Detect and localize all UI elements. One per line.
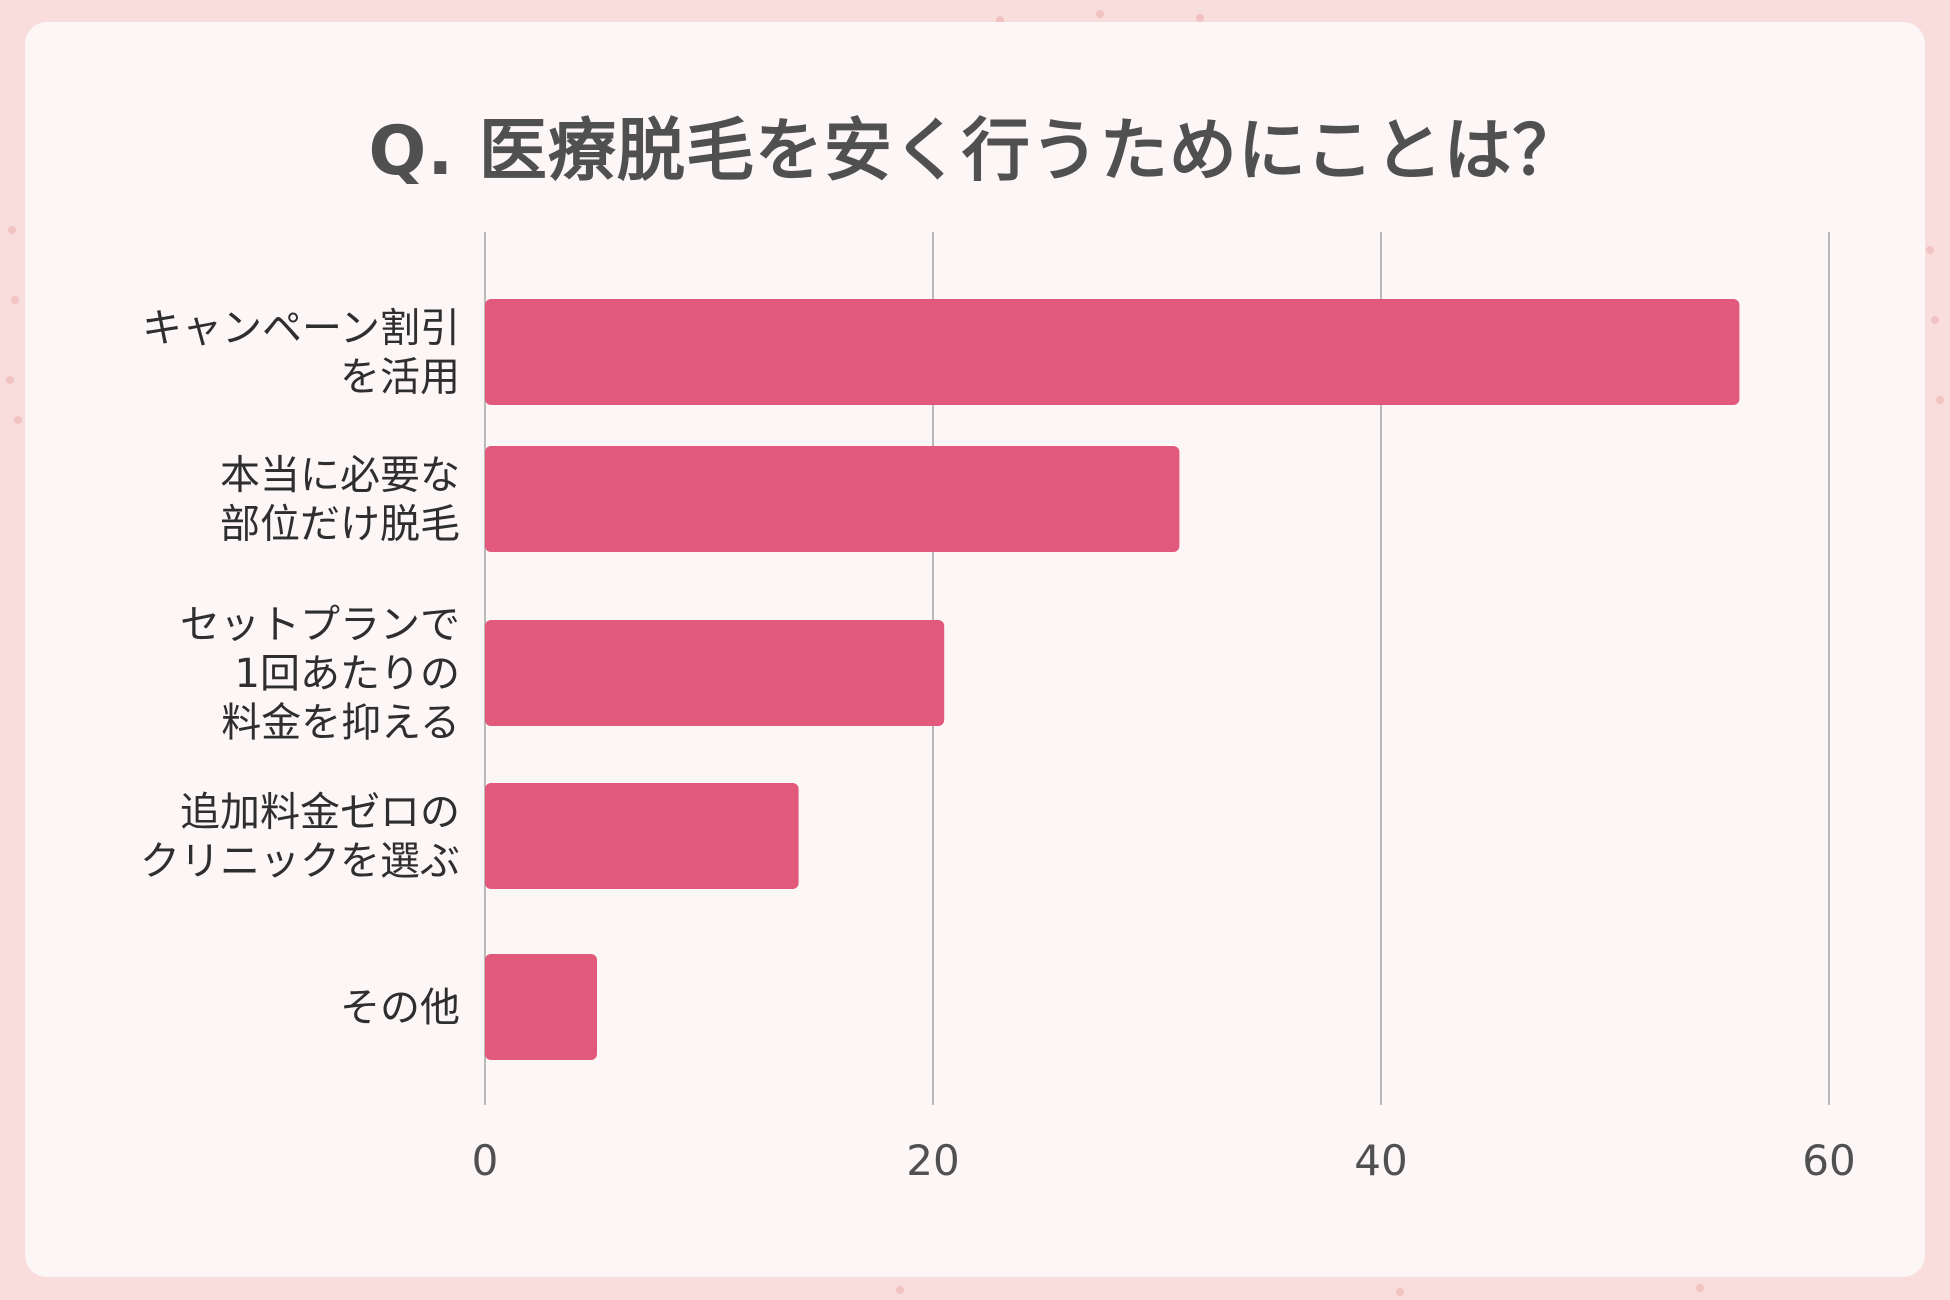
- category-label: クリニックを選ぶ: [140, 839, 460, 885]
- bar-0: [485, 299, 1740, 405]
- x-tick-label: 0: [472, 1136, 499, 1185]
- x-tick-label: 60: [1802, 1136, 1855, 1185]
- x-tick-label: 40: [1354, 1136, 1407, 1185]
- chart-title: Q. 医療脱毛を安く行うためにことは？: [368, 112, 1582, 191]
- category-label: その他: [340, 985, 460, 1031]
- bar-3: [485, 783, 799, 889]
- bar-2: [485, 620, 945, 726]
- category-label: 本当に必要な: [220, 453, 460, 499]
- category-label: セットプランで: [180, 602, 460, 648]
- category-label: 追加料金ゼロの: [180, 790, 460, 836]
- category-label: キャンペーン割引: [142, 306, 460, 352]
- bar-1: [485, 446, 1180, 552]
- category-label: 料金を抑える: [221, 700, 460, 746]
- category-label: を活用: [340, 355, 460, 401]
- category-label: 1回あたりの: [235, 651, 460, 697]
- chart-card: [25, 22, 1925, 1277]
- x-tick-label: 20: [906, 1136, 959, 1185]
- category-label: 部位だけ脱毛: [220, 502, 460, 548]
- bar-4: [485, 954, 597, 1060]
